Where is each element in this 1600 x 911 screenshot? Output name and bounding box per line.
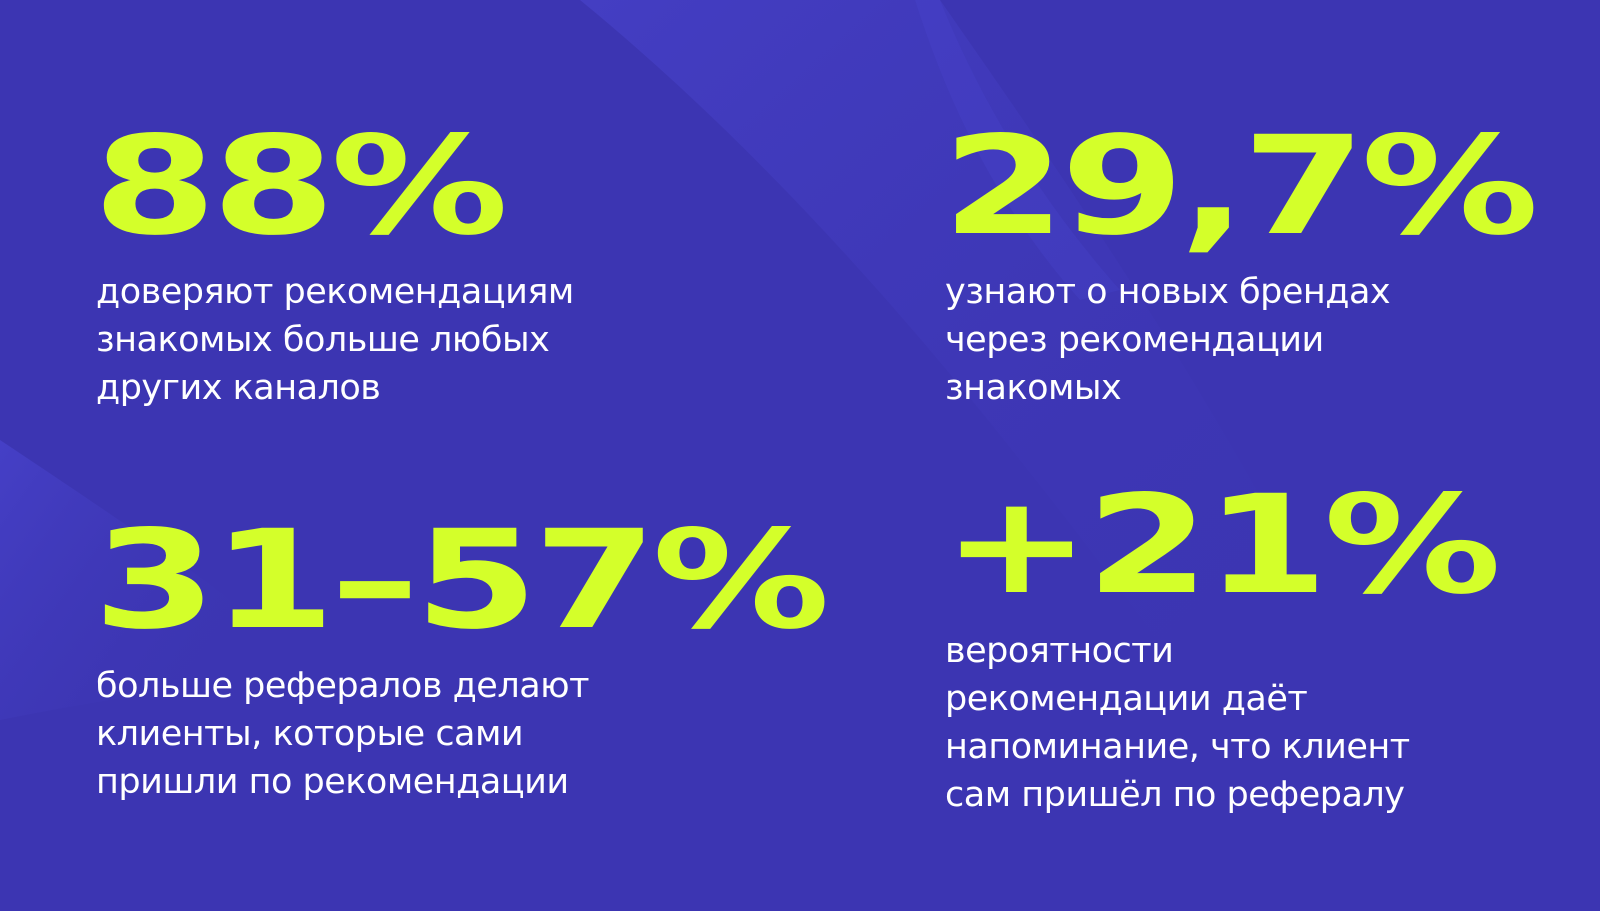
stat-description-line: доверяют рекомендациям	[96, 272, 574, 312]
stat-value: 31–57%	[93, 500, 830, 660]
background-left-wave	[0, 440, 330, 720]
stat-description-line: узнают о новых брендах	[945, 272, 1391, 312]
stat-value: +21%	[942, 465, 1502, 625]
stat-description: доверяют рекомендациям знакомых больше л…	[96, 268, 574, 412]
stat-block-4: +21% вероятности рекомендации даёт напом…	[942, 477, 1502, 815]
stat-description-line: знакомых больше любых	[96, 320, 550, 360]
background-top-right-curve	[915, 0, 1120, 300]
stat-block-2: 29,7% узнают о новых брендах через реком…	[942, 118, 1539, 408]
stat-description-line: рекомендации даёт	[945, 679, 1308, 719]
stat-description-line: сам пришёл по рефералу	[945, 775, 1405, 815]
stat-description-line: напоминание, что клиент	[945, 727, 1410, 767]
stat-description: больше рефералов делают клиенты, которые…	[96, 662, 590, 806]
stat-block-1: 88% доверяют рекомендациям знакомых боль…	[93, 118, 574, 408]
stat-description: вероятности рекомендации даёт напоминани…	[945, 627, 1410, 819]
stat-description: узнают о новых брендах через рекомендаци…	[945, 268, 1391, 412]
stat-description-line: других каналов	[96, 368, 381, 408]
stat-description-line: клиенты, которые сами	[96, 714, 524, 754]
stat-description-line: пришли по рекомендации	[96, 762, 569, 802]
stat-description-line: знакомых	[945, 368, 1122, 408]
stat-value: 88%	[93, 106, 509, 266]
stat-block-3: 31–57% больше рефералов делают клиенты, …	[93, 512, 830, 802]
background-diagonal-band	[580, 0, 1360, 700]
stat-value: 29,7%	[942, 106, 1539, 266]
stat-description-line: больше рефералов делают	[96, 666, 590, 706]
stat-description-line: вероятности	[945, 631, 1174, 671]
stat-description-line: через рекомендации	[945, 320, 1324, 360]
